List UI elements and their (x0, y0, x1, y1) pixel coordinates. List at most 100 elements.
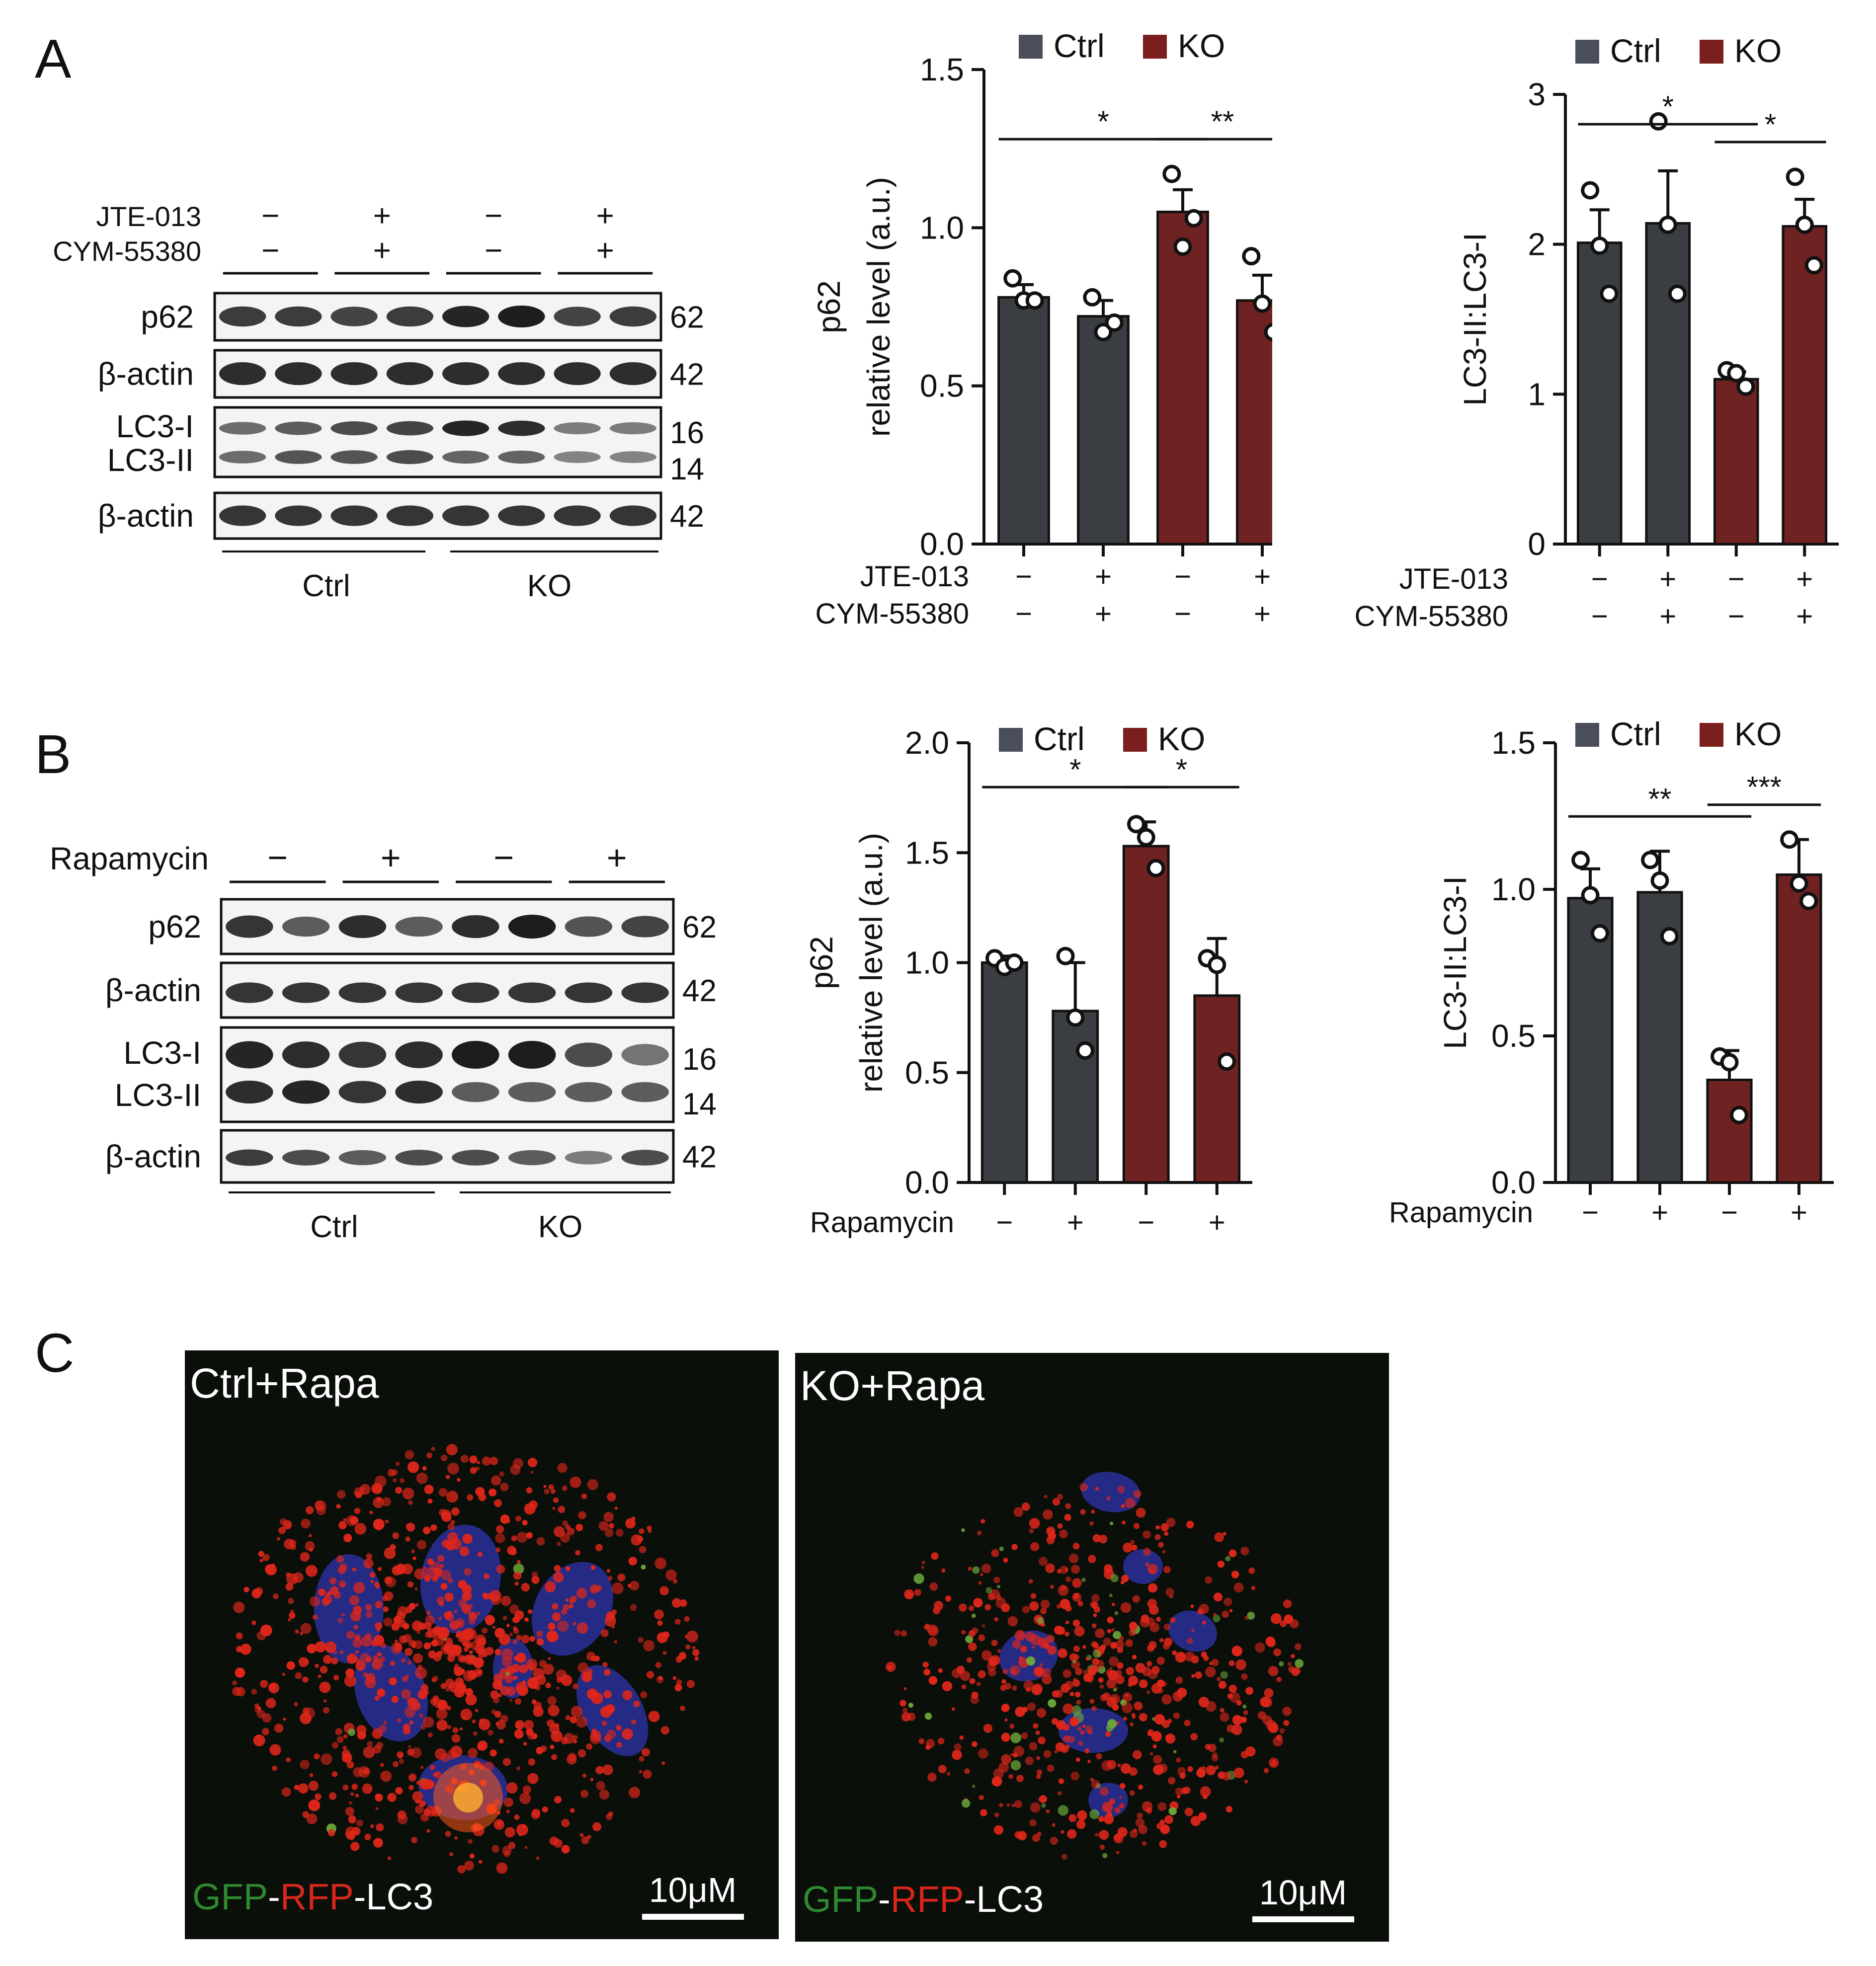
puncta (469, 1650, 473, 1654)
puncta (528, 1758, 536, 1766)
puncta (233, 1601, 245, 1613)
puncta (991, 1776, 1002, 1787)
puncta (1019, 1656, 1023, 1660)
puncta (976, 1681, 981, 1686)
puncta (1091, 1780, 1100, 1789)
puncta (514, 1581, 519, 1586)
puncta (997, 1585, 1001, 1588)
puncta (1165, 1733, 1176, 1744)
puncta (1091, 1509, 1095, 1514)
treatment-sign: − (1728, 563, 1745, 595)
puncta (1214, 1592, 1223, 1602)
puncta (407, 1660, 411, 1665)
puncta (1073, 1654, 1079, 1660)
puncta (1032, 1834, 1040, 1842)
y-tick-label: 0.5 (920, 368, 964, 404)
puncta (1023, 1680, 1034, 1691)
puncta (503, 1798, 513, 1808)
blot-band (442, 450, 489, 464)
blot-row-label: p62 (141, 299, 194, 335)
puncta (968, 1642, 977, 1651)
puncta (300, 1632, 304, 1636)
puncta (422, 1466, 427, 1471)
blot-band (282, 1080, 330, 1104)
puncta (1046, 1536, 1055, 1545)
blot-band (554, 307, 601, 326)
puncta (1057, 1523, 1063, 1529)
puncta (1217, 1561, 1225, 1568)
puncta (318, 1674, 322, 1678)
puncta (1128, 1675, 1139, 1686)
puncta (639, 1770, 643, 1773)
puncta (353, 1767, 363, 1777)
puncta (536, 1747, 544, 1754)
puncta (1120, 1783, 1126, 1789)
puncta (479, 1860, 483, 1864)
puncta (475, 1466, 480, 1471)
puncta (305, 1565, 318, 1577)
puncta (648, 1529, 652, 1533)
puncta (482, 1592, 487, 1597)
puncta (1276, 1677, 1282, 1682)
puncta (1213, 1614, 1221, 1623)
blot-band (442, 362, 489, 386)
puncta (1081, 1577, 1086, 1582)
puncta (1159, 1840, 1167, 1848)
puncta (484, 1573, 490, 1579)
puncta (1123, 1542, 1133, 1553)
puncta (355, 1658, 361, 1664)
data-point (1729, 1105, 1748, 1124)
puncta (469, 1612, 478, 1621)
puncta (1035, 1730, 1040, 1735)
puncta (1138, 1824, 1148, 1834)
puncta (570, 1716, 577, 1724)
puncta (374, 1695, 380, 1701)
puncta (430, 1524, 437, 1531)
puncta (627, 1583, 632, 1588)
puncta (1039, 1557, 1048, 1566)
puncta (363, 1672, 368, 1677)
puncta (416, 1540, 427, 1550)
puncta (1225, 1806, 1232, 1813)
blot-row-label: LC3-II (107, 442, 194, 478)
puncta (556, 1686, 560, 1690)
blot-strip (213, 406, 662, 478)
puncta (393, 1478, 397, 1483)
puncta (457, 1478, 461, 1482)
puncta (964, 1768, 970, 1774)
puncta (1248, 1567, 1255, 1574)
puncta (1091, 1594, 1100, 1603)
puncta (1167, 1719, 1172, 1724)
puncta (438, 1488, 448, 1497)
puncta (1151, 1731, 1162, 1742)
data-point (1208, 955, 1226, 974)
blot-band (452, 1041, 499, 1069)
puncta (1138, 1784, 1143, 1790)
puncta (346, 1653, 357, 1664)
puncta (604, 1669, 611, 1676)
puncta (288, 1598, 294, 1604)
puncta (1131, 1544, 1138, 1551)
puncta (1152, 1744, 1157, 1748)
puncta (287, 1618, 291, 1622)
puncta (1059, 1778, 1063, 1783)
puncta (993, 1576, 1000, 1583)
blot-band (330, 505, 378, 526)
puncta (1184, 1720, 1191, 1727)
blot-band (395, 1041, 443, 1068)
blot-band (442, 420, 489, 436)
puncta (412, 1556, 416, 1561)
puncta (493, 1819, 504, 1830)
puncta (595, 1585, 602, 1592)
puncta (1055, 1742, 1065, 1752)
blot-band (565, 916, 613, 937)
puncta (298, 1657, 309, 1667)
puncta (468, 1839, 473, 1844)
puncta (446, 1705, 451, 1711)
blot-band (565, 982, 613, 1003)
blot-band (554, 505, 601, 526)
puncta (477, 1740, 488, 1751)
puncta (343, 1518, 347, 1522)
y-tick-label: 3 (1528, 77, 1546, 112)
puncta (301, 1518, 311, 1529)
